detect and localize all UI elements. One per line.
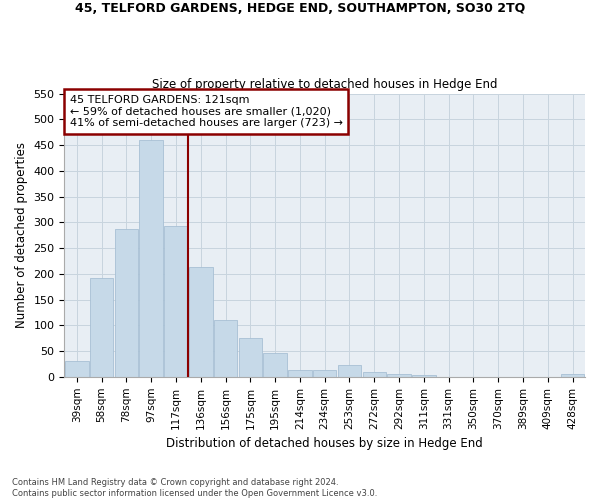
Bar (412, 375, 436, 377)
Bar (561, 374, 584, 377)
Bar (214, 320, 238, 377)
Text: 45, TELFORD GARDENS, HEDGE END, SOUTHAMPTON, SO30 2TQ: 45, TELFORD GARDENS, HEDGE END, SOUTHAMP… (75, 2, 525, 16)
Bar (115, 229, 138, 377)
Bar (288, 370, 311, 377)
Bar (189, 267, 212, 377)
Bar (90, 278, 113, 377)
Text: 45 TELFORD GARDENS: 121sqm
← 59% of detached houses are smaller (1,020)
41% of s: 45 TELFORD GARDENS: 121sqm ← 59% of deta… (70, 95, 343, 128)
Bar (139, 140, 163, 377)
Bar (313, 370, 337, 377)
Bar (362, 372, 386, 377)
Bar (65, 362, 89, 377)
Text: Contains HM Land Registry data © Crown copyright and database right 2024.
Contai: Contains HM Land Registry data © Crown c… (12, 478, 377, 498)
Bar (338, 365, 361, 377)
Y-axis label: Number of detached properties: Number of detached properties (15, 142, 28, 328)
Bar (164, 226, 188, 377)
X-axis label: Distribution of detached houses by size in Hedge End: Distribution of detached houses by size … (166, 437, 483, 450)
Bar (239, 338, 262, 377)
Bar (263, 352, 287, 377)
Bar (387, 374, 411, 377)
Title: Size of property relative to detached houses in Hedge End: Size of property relative to detached ho… (152, 78, 497, 91)
